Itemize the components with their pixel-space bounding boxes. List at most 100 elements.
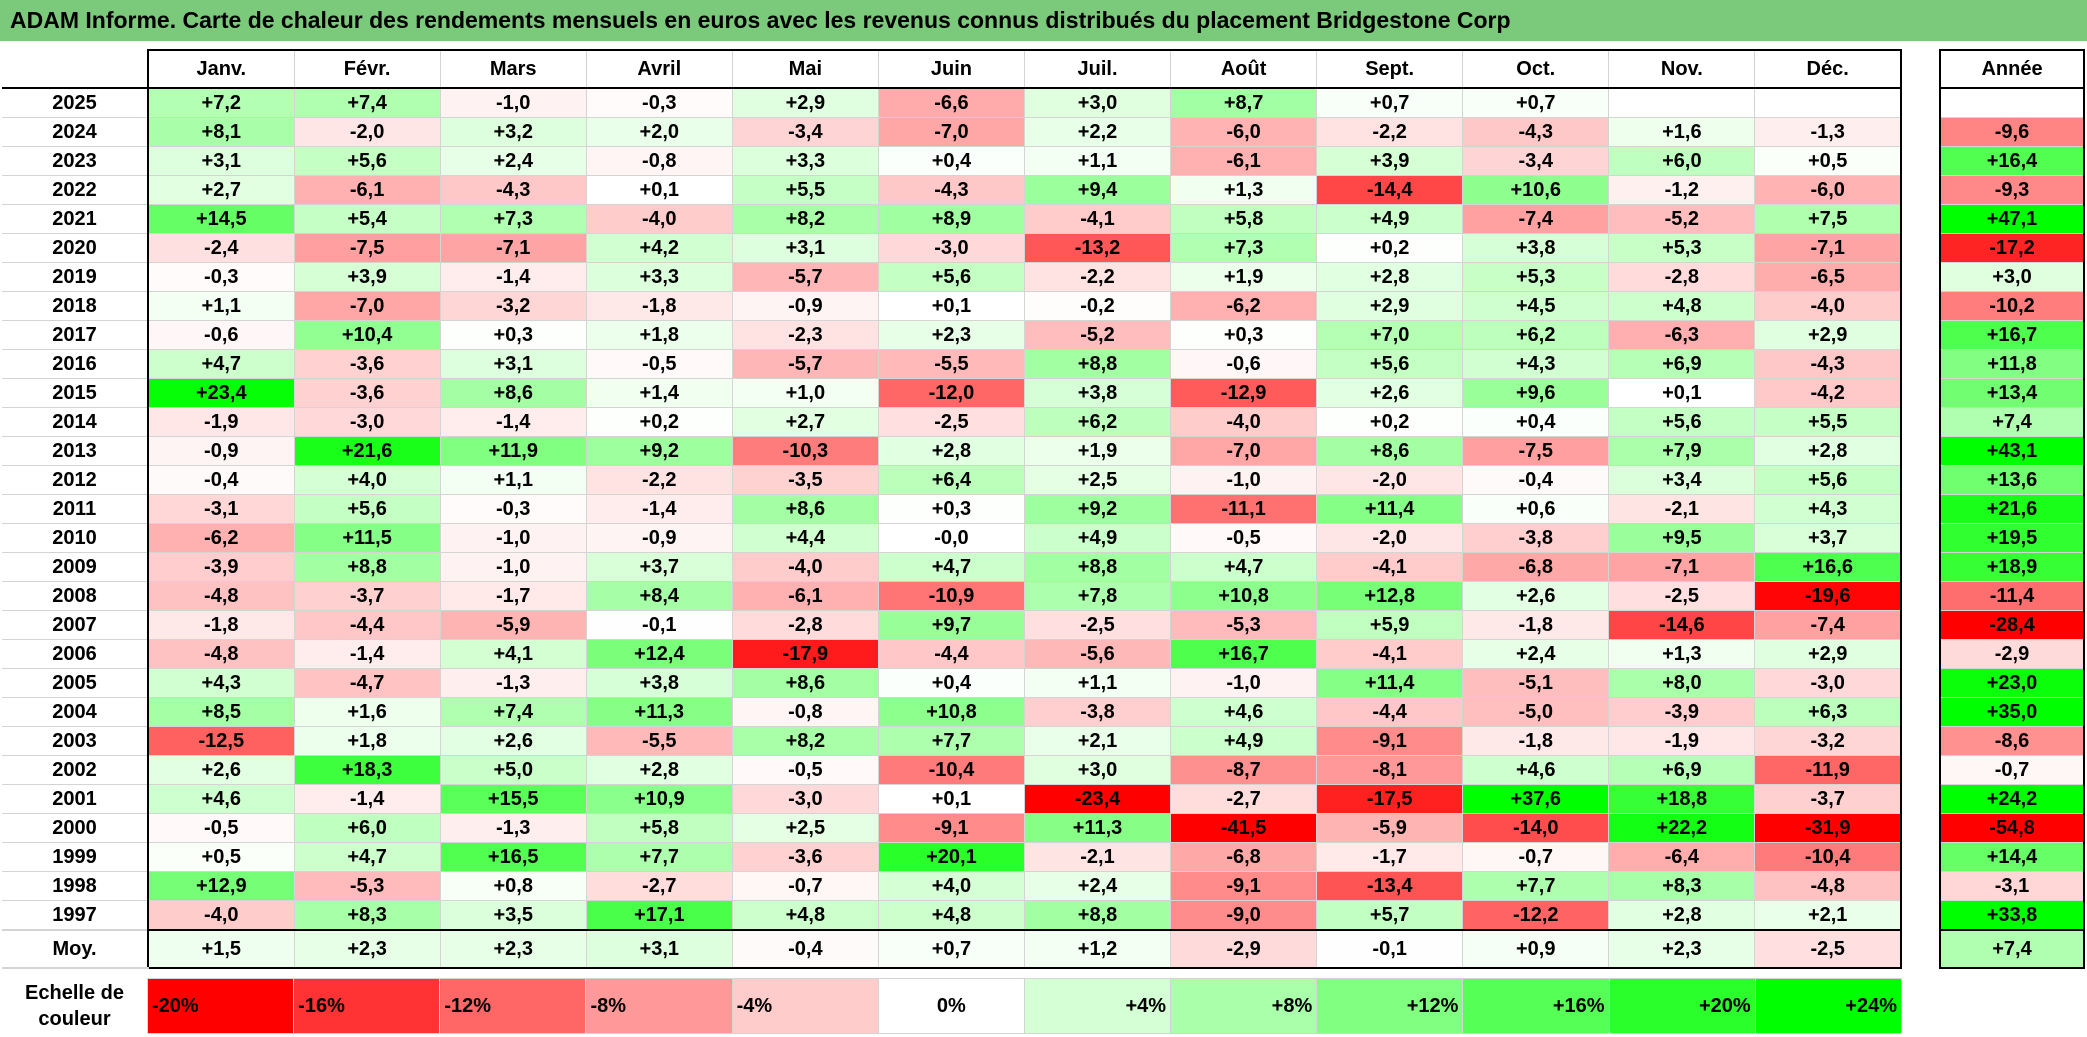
heatmap-cell: +0,2	[1316, 407, 1464, 437]
annual-table: Année -9,6 +16,4 -9,3 +47,1 -17,2 +3,0 -10,2 +1…	[1939, 49, 2085, 969]
heatmap-cell: -4,0	[731, 552, 879, 582]
heatmap-cell: -2,5	[1023, 610, 1172, 640]
heatmap-cell: -1,7	[1316, 842, 1464, 872]
heatmap-cell: -8,1	[1316, 755, 1464, 785]
annual-row-2023: +16,4	[1939, 146, 2085, 176]
annual-row-2014: +7,4	[1939, 407, 2085, 437]
heatmap-cell: -4,8	[146, 581, 295, 611]
heatmap-cell: +6,9	[1608, 349, 1756, 379]
heatmap-cell: -6,1	[1170, 146, 1318, 176]
heatmap-cell: +4,8	[731, 900, 879, 931]
heatmap-cell: -9,1	[877, 813, 1025, 843]
heatmap-cell: -7,4	[1754, 610, 1903, 640]
heatmap-cell: +5,5	[1754, 407, 1903, 437]
annual-row-2021: +47,1	[1939, 204, 2085, 234]
month-header-7: Juil.	[1023, 49, 1172, 89]
heatmap-cell: -12,2	[1462, 900, 1610, 931]
heatmap-cell: +4,9	[1170, 726, 1318, 756]
heatmap-body: 2025 +7,2 +7,4 -1,0 -0,3 +2,9 -6,6 +3,0 +8,7 +0,7…	[2, 87, 1903, 969]
heatmap-cell: -5,9	[1316, 813, 1464, 843]
annual-cell: -10,2	[1939, 291, 2085, 321]
annual-cell: +47,1	[1939, 204, 2085, 234]
heatmap-cell: +18,3	[293, 755, 441, 785]
annual-cell: +16,4	[1939, 146, 2085, 176]
heatmap-cell: -19,6	[1754, 581, 1903, 611]
heatmap-cell: +16,6	[1754, 552, 1903, 582]
heatmap-row-2013: 2013 -0,9 +21,6 +11,9 +9,2 -10,3 +2,8 +1,9 -7,0 +…	[2, 436, 1903, 466]
heatmap-cell: +9,5	[1608, 523, 1756, 553]
heatmap-cell: +3,4	[1608, 465, 1756, 495]
heatmap-cell: +5,8	[585, 813, 733, 843]
annual-row-2010: +19,5	[1939, 523, 2085, 553]
annual-cell: -2,9	[1939, 639, 2085, 669]
heatmap-cell: +7,0	[1316, 320, 1464, 350]
heatmap-cell: +9,4	[1023, 175, 1172, 205]
heatmap-cell: +4,6	[1170, 697, 1318, 727]
heatmap-cell: -3,9	[1608, 697, 1756, 727]
heatmap-cell: -0,9	[731, 291, 879, 321]
heatmap-cell: +8,0	[1608, 668, 1756, 698]
heatmap-cell: +8,6	[1316, 436, 1464, 466]
annual-cell: -17,2	[1939, 233, 2085, 263]
annual-cell: +7,4	[1939, 407, 2085, 437]
heatmap-cell: -6,0	[1754, 175, 1903, 205]
heatmap-cell: -4,0	[585, 204, 733, 234]
heatmap-cell: +2,4	[439, 146, 587, 176]
heatmap-cell: +3,0	[1023, 755, 1172, 785]
heatmap-cell: +1,1	[439, 465, 587, 495]
year-label: 2003	[2, 726, 149, 756]
annual-cell: -0,7	[1939, 755, 2085, 785]
annual-cell: +23,0	[1939, 668, 2085, 698]
heatmap-cell: -3,7	[1754, 784, 1903, 814]
heatmap-cell: +10,8	[877, 697, 1025, 727]
year-label: 2018	[2, 291, 149, 321]
heatmap-cell: +4,8	[877, 900, 1025, 931]
heatmap-cell: -1,4	[293, 639, 441, 669]
heatmap-cell: +2,9	[1754, 320, 1903, 350]
heatmap-cell: +2,8	[1608, 900, 1756, 931]
annual-row-1999: +14,4	[1939, 842, 2085, 872]
heatmap-cell: -5,7	[731, 349, 879, 379]
heatmap-cell: -3,0	[731, 784, 879, 814]
month-header-2: Févr.	[293, 49, 441, 89]
heatmap-cell: +0,5	[146, 842, 295, 872]
heatmap-cell: +5,6	[1608, 407, 1756, 437]
heatmap-cell: -5,3	[1170, 610, 1318, 640]
heatmap-row-2000: 2000 -0,5 +6,0 -1,3 +5,8 +2,5 -9,1 +11,3 -41,5 -5…	[2, 813, 1903, 843]
annual-cell: +43,1	[1939, 436, 2085, 466]
heatmap-row-2009: 2009 -3,9 +8,8 -1,0 +3,7 -4,0 +4,7 +8,8 +4,7 -4,1…	[2, 552, 1903, 582]
heatmap-cell: -4,8	[1754, 871, 1903, 901]
heatmap-cell: -2,5	[877, 407, 1025, 437]
heatmap-cell: +2,8	[877, 436, 1025, 466]
heatmap-cell: +7,3	[439, 204, 587, 234]
heatmap-cell: -0,1	[585, 610, 733, 640]
year-label: 2000	[2, 813, 149, 843]
heatmap-cell: -2,1	[1023, 842, 1172, 872]
annual-cell: +24,2	[1939, 784, 2085, 814]
heatmap-cell: -4,3	[1754, 349, 1903, 379]
heatmap-cell: -5,2	[1608, 204, 1756, 234]
month-header-9: Sept.	[1316, 49, 1464, 89]
heatmap-cell: -1,8	[585, 291, 733, 321]
heatmap-cell: -14,4	[1316, 175, 1464, 205]
month-header-4: Avril	[585, 49, 733, 89]
annual-average-row: +7,4	[1939, 929, 2085, 969]
heatmap-cell: -0,7	[1462, 842, 1610, 872]
annual-row-2018: -10,2	[1939, 291, 2085, 321]
annual-cell: -54,8	[1939, 813, 2085, 843]
heatmap-cell: -13,2	[1023, 233, 1172, 263]
heatmap-cell: -5,5	[585, 726, 733, 756]
heatmap-cell: -6,2	[1170, 291, 1318, 321]
heatmap-cell: +5,9	[1316, 610, 1464, 640]
heatmap-cell: +1,9	[1170, 262, 1318, 292]
average-cell: +2,3	[439, 929, 587, 969]
heatmap-cell: -0,9	[585, 523, 733, 553]
heatmap-cell: -1,0	[439, 552, 587, 582]
heatmap-cell: -6,2	[146, 523, 295, 553]
heatmap-cell: +6,0	[1608, 146, 1756, 176]
heatmap-cell: +21,6	[293, 436, 441, 466]
color-scale-stop: 0%	[877, 978, 1025, 1034]
heatmap-cell: +5,6	[293, 146, 441, 176]
heatmap-cell: +8,4	[585, 581, 733, 611]
heatmap-cell: -7,1	[439, 233, 587, 263]
